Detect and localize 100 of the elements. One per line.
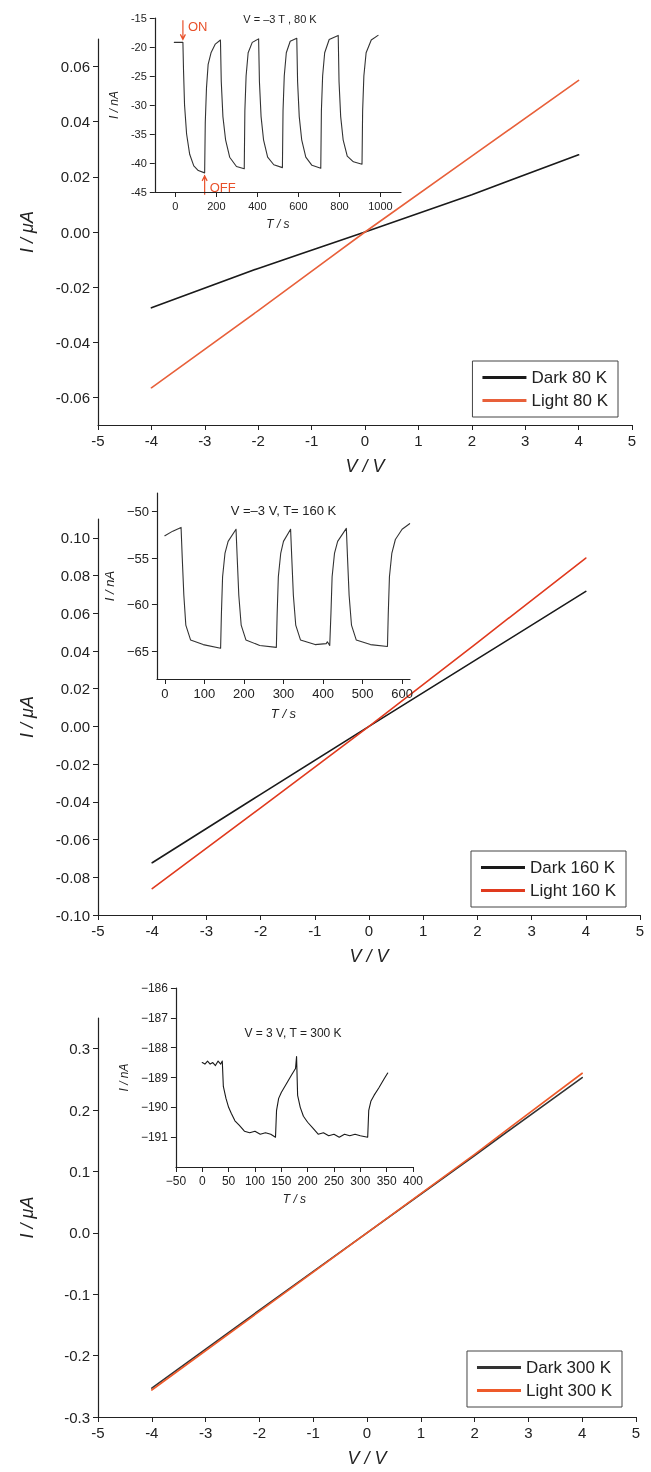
- y-tick-label: −60: [126, 597, 149, 613]
- x-tick-label: −50: [165, 1174, 187, 1188]
- x-tick-label: -4: [145, 922, 159, 939]
- x-tick-label: 350: [376, 1174, 397, 1188]
- x-tick-label: 2: [467, 432, 476, 449]
- x-tick-label: 300: [272, 686, 295, 701]
- x-tick-label: -2: [253, 922, 268, 939]
- y-tick-label: -0.02: [55, 278, 90, 296]
- legend-label: Dark 160 K: [529, 858, 616, 877]
- x-tick-label: 1: [419, 922, 428, 939]
- x-tick-label: 0: [360, 432, 370, 449]
- y-tick-label: 0.02: [60, 680, 90, 698]
- y-tick-label: −65: [126, 643, 149, 659]
- x-tick-label: 4: [581, 922, 590, 939]
- x-axis-title: T / s: [270, 706, 297, 721]
- x-tick-label: -2: [252, 1424, 267, 1441]
- x-tick-label: -1: [304, 432, 319, 449]
- y-tick-label: -35: [130, 128, 147, 140]
- x-tick-label: 0: [161, 686, 169, 701]
- x-tick-label: 4: [578, 1424, 587, 1441]
- x-tick-label: 100: [193, 686, 216, 701]
- y-tick-label: -0.3: [64, 1408, 90, 1426]
- x-axis-title: V / V: [345, 456, 387, 476]
- y-axis-title: I / nA: [117, 1063, 131, 1092]
- y-tick-label: -45: [130, 186, 147, 198]
- x-tick-label: 400: [248, 199, 267, 212]
- y-tick-label: 0.08: [60, 567, 90, 585]
- x-tick-label: -3: [199, 922, 214, 939]
- x-tick-label: 250: [323, 1174, 345, 1188]
- y-tick-label: -0.08: [55, 868, 90, 886]
- legend-label: Dark 80 K: [531, 368, 608, 387]
- y-tick-label: −187: [140, 1010, 169, 1025]
- x-tick-label: 200: [207, 199, 226, 212]
- x-tick-label: 0: [172, 199, 179, 212]
- x-tick-label: -1: [308, 922, 322, 939]
- legend-label: Dark 300 K: [525, 1358, 612, 1377]
- y-tick-label: -0.06: [55, 831, 90, 849]
- y-tick-label: 0.06: [60, 604, 90, 622]
- y-tick-label: 0.00: [60, 717, 90, 735]
- x-tick-label: 400: [312, 686, 334, 701]
- x-tick-label: 200: [233, 686, 255, 701]
- y-tick-label: 0.10: [60, 529, 90, 547]
- x-tick-label: 5: [635, 922, 645, 939]
- y-tick-label: -0.2: [64, 1347, 90, 1365]
- y-tick-label: -0.06: [55, 388, 90, 406]
- x-tick-label: 1000: [368, 199, 393, 212]
- y-tick-label: −186: [140, 981, 169, 995]
- y-tick-label: -20: [130, 41, 147, 53]
- x-tick-label: 1: [414, 432, 423, 449]
- annotation: OFF: [209, 179, 236, 195]
- y-axis-title: I / μA: [17, 1196, 37, 1239]
- line-series: [150, 154, 580, 309]
- y-tick-label: 0.1: [69, 1162, 90, 1180]
- x-tick-label: 600: [289, 199, 308, 212]
- y-tick-label: −188: [140, 1040, 169, 1055]
- chart-title: V = –3 T , 80 K: [243, 12, 318, 25]
- x-axis-title: V / V: [347, 1448, 389, 1468]
- x-tick-label: 5: [631, 1424, 641, 1441]
- y-tick-label: 0.3: [69, 1040, 90, 1058]
- y-tick-label: −189: [140, 1070, 169, 1085]
- annotation: ON: [187, 19, 208, 35]
- x-tick-label: 0: [364, 922, 374, 939]
- x-tick-label: -3: [198, 432, 212, 449]
- y-axis-title: I / μA: [17, 211, 37, 253]
- x-tick-label: 3: [524, 1424, 533, 1441]
- y-tick-label: -40: [130, 157, 147, 169]
- y-tick-label: -0.04: [55, 333, 90, 351]
- y-tick-label: 0.06: [60, 58, 90, 76]
- x-axis-title: V / V: [349, 946, 391, 966]
- x-tick-label: 4: [574, 432, 583, 449]
- x-axis-title: T / s: [282, 1192, 307, 1206]
- x-tick-label: 500: [351, 686, 374, 701]
- y-tick-label: -0.10: [55, 906, 90, 924]
- line-series: [164, 523, 411, 649]
- x-tick-label: -5: [91, 922, 105, 939]
- x-tick-label: 50: [221, 1174, 236, 1188]
- x-tick-label: 2: [473, 922, 482, 939]
- x-tick-label: 0: [198, 1174, 206, 1188]
- x-tick-label: -2: [251, 432, 265, 449]
- y-tick-label: 0.02: [60, 168, 90, 186]
- x-tick-label: -5: [91, 432, 105, 449]
- x-tick-label: 1: [416, 1424, 425, 1441]
- y-tick-label: −191: [140, 1130, 169, 1145]
- line-series: [201, 1056, 389, 1138]
- y-tick-label: −50: [126, 504, 149, 520]
- y-axis-title: I / nA: [107, 90, 121, 120]
- x-tick-label: 400: [402, 1174, 424, 1188]
- x-tick-label: 200: [297, 1174, 318, 1188]
- y-tick-label: −190: [140, 1100, 169, 1115]
- x-tick-label: 600: [391, 686, 413, 701]
- x-tick-label: 0: [362, 1424, 372, 1441]
- text: V =–3 V, T= 160 K: [230, 503, 337, 518]
- x-tick-label: 150: [271, 1174, 292, 1188]
- x-tick-label: 5: [627, 432, 637, 449]
- y-tick-label: -30: [130, 99, 147, 111]
- x-tick-label: 3: [521, 432, 530, 449]
- x-tick-label: 3: [527, 922, 536, 939]
- y-axis-title: I / μA: [17, 696, 37, 738]
- y-tick-label: 0.04: [60, 113, 90, 131]
- x-tick-label: 2: [470, 1424, 479, 1441]
